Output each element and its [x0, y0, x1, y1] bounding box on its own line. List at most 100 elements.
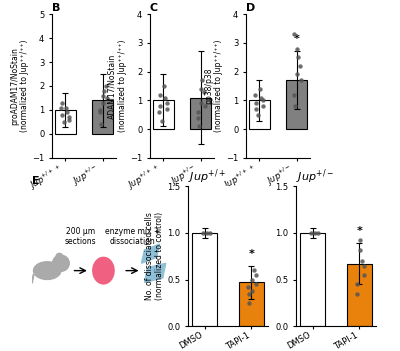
- Point: [357, 238, 363, 243]
- Point: [354, 282, 360, 287]
- Point: [162, 95, 168, 100]
- Point: [157, 92, 163, 98]
- Bar: [192, 233, 218, 326]
- Point: [361, 263, 367, 269]
- Point: [294, 72, 300, 77]
- Text: C: C: [150, 3, 158, 13]
- Point: [292, 103, 298, 109]
- Point: [196, 124, 202, 129]
- Point: [257, 86, 263, 92]
- Point: [156, 109, 162, 115]
- Y-axis label: ADAM17/NoStain
(normalized to Jup⁺⁺/⁺⁺): ADAM17/NoStain (normalized to Jup⁺⁺/⁺⁺): [108, 40, 127, 132]
- Point: [97, 110, 103, 115]
- Point: [252, 92, 258, 98]
- Point: [58, 105, 64, 110]
- Point: [295, 54, 302, 60]
- Point: [195, 109, 201, 115]
- Point: [157, 103, 163, 109]
- Point: [249, 277, 255, 283]
- Bar: [153, 100, 174, 129]
- Point: [249, 288, 256, 294]
- Bar: [238, 283, 264, 326]
- Point: [246, 291, 252, 297]
- Y-axis label: pp38/p38
(normalized to Jup⁺⁺/⁺⁺): pp38/p38 (normalized to Jup⁺⁺/⁺⁺): [204, 40, 223, 132]
- Point: [253, 100, 259, 106]
- Text: enzyme mix +
dissociation: enzyme mix + dissociation: [105, 227, 160, 246]
- Point: [361, 272, 368, 278]
- Point: [159, 118, 165, 123]
- Point: [358, 258, 365, 264]
- Text: D: D: [246, 3, 255, 13]
- Point: [97, 107, 104, 113]
- Point: [59, 100, 65, 106]
- Point: [201, 89, 208, 94]
- Circle shape: [52, 255, 69, 271]
- Text: *: *: [248, 249, 254, 259]
- Point: [246, 300, 252, 306]
- Bar: [249, 100, 270, 129]
- Point: [61, 119, 67, 125]
- Ellipse shape: [93, 257, 114, 284]
- Bar: [286, 80, 307, 129]
- Point: [199, 78, 206, 83]
- Point: [104, 95, 110, 101]
- Point: [298, 78, 304, 83]
- Bar: [55, 110, 76, 134]
- Point: [294, 46, 300, 51]
- Text: *: *: [294, 34, 300, 44]
- Polygon shape: [144, 263, 166, 283]
- Point: [163, 100, 170, 106]
- Point: [66, 114, 72, 120]
- Text: E: E: [32, 176, 40, 186]
- Point: [255, 112, 261, 118]
- Point: [206, 230, 213, 236]
- Point: [202, 103, 208, 109]
- Point: [100, 93, 106, 98]
- Point: [260, 103, 266, 109]
- Point: [297, 63, 304, 69]
- Point: [314, 230, 321, 236]
- Point: [98, 121, 104, 127]
- Point: [253, 106, 259, 112]
- Point: [291, 31, 297, 37]
- Point: [245, 284, 251, 290]
- Point: [253, 272, 259, 278]
- Point: [253, 282, 260, 287]
- Point: [250, 267, 257, 273]
- Point: [312, 230, 318, 236]
- Point: [204, 230, 210, 236]
- Polygon shape: [142, 244, 160, 263]
- Point: [258, 95, 264, 100]
- Bar: [190, 98, 211, 129]
- Point: [198, 86, 204, 92]
- Text: $Jup^{+/+}$: $Jup^{+/+}$: [188, 167, 226, 186]
- Point: [198, 100, 204, 106]
- Text: *: *: [356, 226, 362, 236]
- Ellipse shape: [34, 262, 61, 279]
- Point: [103, 83, 110, 89]
- Bar: [300, 233, 326, 326]
- Point: [65, 117, 72, 122]
- Point: [101, 88, 108, 94]
- Y-axis label: proADAM17/NoStain
(normalized to Jup⁺⁺/⁺⁺): proADAM17/NoStain (normalized to Jup⁺⁺/⁺…: [10, 40, 29, 132]
- Y-axis label: No. of dissociated cells
(normalized to control): No. of dissociated cells (normalized to …: [145, 212, 164, 300]
- Point: [357, 247, 364, 252]
- Text: $Jup^{+/-}$: $Jup^{+/-}$: [296, 167, 334, 186]
- Point: [200, 230, 206, 236]
- Point: [354, 291, 360, 297]
- Point: [308, 230, 314, 236]
- Point: [195, 115, 202, 120]
- Bar: [346, 264, 372, 326]
- Point: [291, 92, 298, 98]
- Bar: [92, 100, 113, 134]
- Circle shape: [56, 253, 63, 260]
- Point: [63, 105, 69, 110]
- Text: 200 μm
sections: 200 μm sections: [65, 227, 96, 246]
- Point: [64, 110, 70, 115]
- Text: B: B: [52, 3, 60, 13]
- Point: [161, 83, 167, 89]
- Point: [59, 112, 65, 118]
- Point: [164, 106, 170, 112]
- Point: [100, 100, 106, 106]
- Point: [259, 98, 266, 103]
